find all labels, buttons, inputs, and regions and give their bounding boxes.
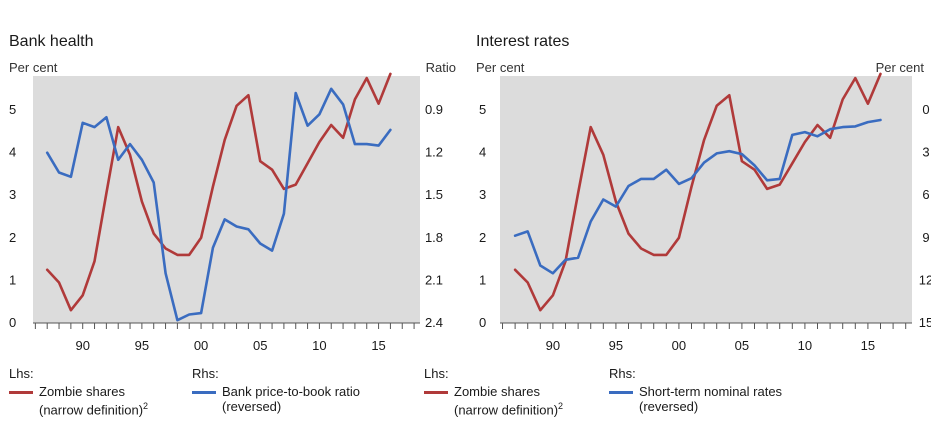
chart-title: Bank health <box>9 33 94 50</box>
right-y-tick-label: 12 <box>919 272 931 287</box>
legend-label-line2: (reversed) <box>639 399 699 414</box>
x-tick-label: 90 <box>546 338 560 353</box>
left-y-tick-label: 4 <box>479 145 486 160</box>
plot-area <box>500 76 912 323</box>
right-y-tick-label: 1.8 <box>425 230 443 245</box>
legend-label-line1: Short-term nominal rates <box>639 384 783 399</box>
legend-label-line2: (reversed) <box>222 399 282 414</box>
legend-swatch-red <box>9 391 33 394</box>
left-y-tick-label: 1 <box>479 272 486 287</box>
series-line-lhs <box>513 72 882 312</box>
right-axis-unit: Per cent <box>875 60 924 75</box>
x-tick-label: 90 <box>75 338 89 353</box>
chart-panel-bank-health: Bank health Per cent Ratio 90 95 00 05 10 15 0… <box>9 33 456 418</box>
legend-rhs-heading: Rhs: <box>192 366 219 381</box>
x-tick-label: 95 <box>609 338 623 353</box>
legend-rhs-heading: Rhs: <box>609 366 636 381</box>
legend-lhs-heading: Lhs: <box>424 366 449 381</box>
left-y-tick-label: 3 <box>9 187 16 202</box>
right-axis-unit: Ratio <box>425 60 456 75</box>
x-tick-label: 05 <box>735 338 749 353</box>
right-y-tick-label: 2.4 <box>425 315 443 330</box>
legend-lhs-heading: Lhs: <box>9 366 34 381</box>
left-axis-unit: Per cent <box>9 60 58 75</box>
legend-label-line1: Bank price-to-book ratio <box>222 384 361 399</box>
x-tick-label: 05 <box>253 338 267 353</box>
left-y-tick-label: 5 <box>479 102 486 117</box>
right-y-tick-label: 0.9 <box>425 102 443 117</box>
left-y-tick-label: 1 <box>9 272 16 287</box>
chart-plot-bank-health: 90 95 00 05 10 15 0 1 2 3 4 5 0.9 1.2 1.5 1.8 2.1 2.4 <box>9 72 443 353</box>
x-tick-label: 15 <box>861 338 875 353</box>
legend-label-line2: (narrow definition) <box>39 402 144 418</box>
right-y-tick-label: 3 <box>922 145 929 160</box>
legend-swatch-blue <box>192 391 216 394</box>
legend-footnote-marker: 2 <box>558 401 564 411</box>
left-y-tick-label: 2 <box>479 230 486 245</box>
legend-swatch-blue <box>609 391 633 394</box>
x-tick-label: 95 <box>135 338 149 353</box>
right-y-tick-label: 6 <box>922 187 929 202</box>
series-line-lhs <box>45 72 392 312</box>
left-y-tick-label: 3 <box>479 187 486 202</box>
right-y-tick-label: 2.1 <box>425 272 443 287</box>
left-axis-unit: Per cent <box>476 60 525 75</box>
x-tick-label: 00 <box>672 338 686 353</box>
left-y-tick-label: 4 <box>9 145 16 160</box>
chart-title: Interest rates <box>476 33 570 50</box>
series-line-rhs <box>513 118 882 275</box>
legend-footnote-marker: 2 <box>143 401 149 411</box>
x-tick-label: 10 <box>312 338 326 353</box>
left-y-tick-label: 0 <box>9 315 16 330</box>
x-tick-label: 15 <box>371 338 385 353</box>
legend-label-line2: (narrow definition) <box>454 402 559 418</box>
left-y-tick-label: 2 <box>9 230 16 245</box>
right-y-tick-label: 1.2 <box>425 145 443 160</box>
legend-swatch-red <box>424 391 448 394</box>
right-y-tick-label: 15 <box>919 315 931 330</box>
chart-panel-interest-rates: Interest rates Per cent Per cent 90 95 00 0… <box>424 0 931 423</box>
right-y-tick-label: 9 <box>922 230 929 245</box>
left-y-tick-label: 5 <box>9 102 16 117</box>
right-y-tick-label: 1.5 <box>425 187 443 202</box>
plot-area <box>33 76 420 323</box>
x-tick-label: 00 <box>194 338 208 353</box>
left-y-tick-label: 0 <box>479 315 486 330</box>
series-line-rhs <box>45 87 392 322</box>
right-y-tick-label: 0 <box>922 102 929 117</box>
legend-label-line1: Zombie shares <box>454 384 540 399</box>
legend-label-line1: Zombie shares <box>39 384 125 399</box>
x-tick-label: 10 <box>798 338 812 353</box>
